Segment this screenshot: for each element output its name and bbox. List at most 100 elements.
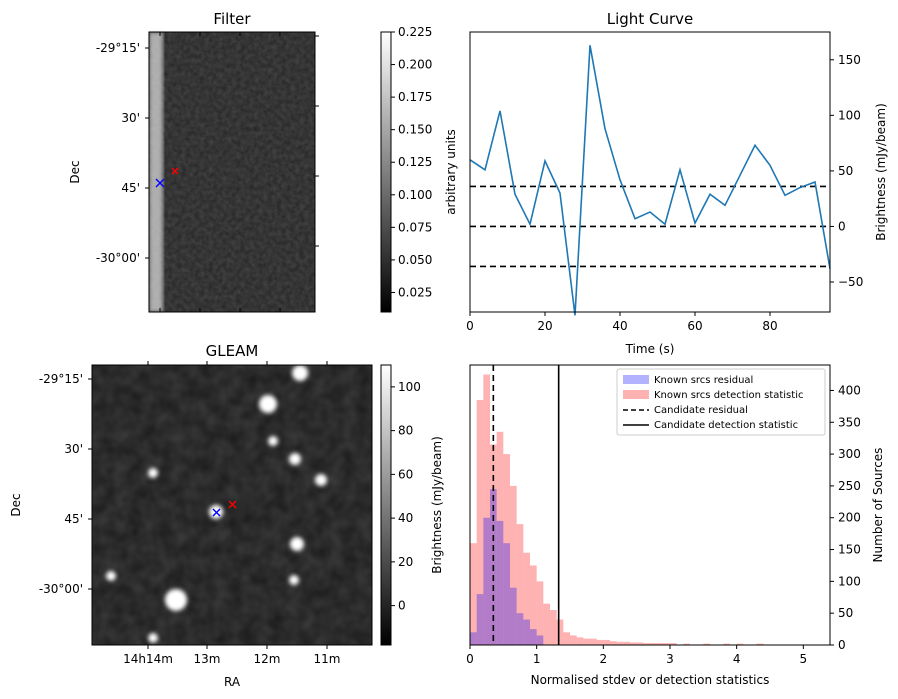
histogram-frame: [469, 364, 831, 646]
histogram-bar: [643, 643, 650, 645]
gleam-x-tick-label: 12m: [254, 652, 281, 666]
light-curve-panel: Light Curve 0 20 40 60 80 150 100 50 0 −50 Time …: [466, 10, 888, 356]
light-curve-x-tick-label: 80: [762, 319, 777, 333]
histogram-bar: [636, 642, 644, 645]
filter-y-tick-label: 30': [121, 111, 140, 125]
colorbar-tick-label: 0.100: [398, 188, 432, 202]
filter-colorbar-gradient: [380, 31, 392, 313]
histogram-bar: [516, 613, 524, 645]
gleam-source: [106, 571, 116, 581]
histogram-y-axis-label: Number of Sources: [871, 448, 885, 563]
histogram-x-tick-label: 5: [800, 652, 808, 666]
colorbar-tick-label: 0.125: [398, 155, 432, 169]
histogram-bar: [523, 619, 530, 645]
colorbar-tick-label: 40: [398, 511, 413, 525]
gleam-x-ticks: 14h14m 13m 12m 11m: [123, 361, 340, 666]
colorbar-tick-label: 60: [398, 467, 413, 481]
histogram-bar: [510, 485, 517, 645]
histogram-x-axis-label: Normalised stdev or detection statistics: [531, 673, 770, 687]
gleam-source: [289, 575, 299, 585]
histogram-bar: [596, 639, 604, 645]
histogram-x-tick-label: 1: [533, 652, 541, 666]
light-curve-x-tick-label: 20: [537, 319, 552, 333]
gleam-source: [290, 537, 304, 551]
light-curve-x-tick-label: 60: [687, 319, 702, 333]
light-curve-x-tick-label: 40: [612, 319, 627, 333]
histogram-bar: [550, 610, 557, 645]
histogram-bar: [543, 603, 550, 645]
histogram-y-tick-label: 50: [838, 606, 853, 620]
light-curve-y-tick-label: 50: [838, 164, 853, 178]
colorbar-tick-label: 0.050: [398, 253, 432, 267]
light-curve-y-ticks: 150 100 50 0 −50: [830, 53, 863, 289]
histogram-y-ticks: 400 350 300 250 200 150 100 50 0: [830, 383, 861, 652]
colorbar-tick-label: 0.150: [398, 123, 432, 137]
filter-frame: [148, 31, 316, 313]
histogram-bar: [523, 552, 530, 645]
histogram-bar: [616, 641, 624, 645]
gleam-colorbar-gradient: [380, 364, 392, 646]
gleam-source: [315, 474, 327, 486]
filter-x-ticks: [159, 32, 319, 312]
gleam-frame: [91, 364, 373, 646]
legend-swatch-detection: [623, 390, 649, 399]
histogram-bar: [530, 629, 537, 645]
histogram-panel: 0 1 2 3 4 5 400 350 300 250 200 150 100 50 0 Normalis…: [466, 364, 885, 687]
light-curve-y-tick-label: 100: [838, 108, 861, 122]
histogram-bar: [603, 639, 610, 645]
colorbar-tick-label: 0.075: [398, 220, 432, 234]
filter-y-ticks: -29°15' 30' 45' -30°00': [96, 41, 149, 265]
histogram-y-tick-label: 350: [838, 415, 861, 429]
gleam-source: [292, 365, 308, 381]
light-curve-frame: [469, 31, 831, 313]
gleam-x-tick-label: 13m: [194, 652, 221, 666]
filter-marker-red: [171, 167, 179, 175]
colorbar-tick-label: 20: [398, 555, 413, 569]
colorbar-tick-label: 0: [398, 599, 406, 613]
histogram-bar: [510, 587, 517, 645]
gleam-x-tick-label: 11m: [314, 652, 341, 666]
histogram-bar: [656, 643, 664, 645]
histogram-legend: Known srcs residual Known srcs detection…: [616, 368, 826, 436]
legend-swatch-residual: [623, 375, 649, 384]
filter-colorbar-ticks: 0.225 0.200 0.175 0.150 0.125 0.100 0.075 0.050…: [391, 25, 432, 299]
gleam-y-tick-label: 45': [64, 512, 83, 526]
gleam-y-tick-label: -30°00': [39, 582, 83, 596]
light-curve-x-ticks: 0 20 40 60 80: [466, 312, 778, 333]
gleam-x-axis-label: RA: [224, 675, 241, 689]
histogram-bar: [683, 643, 690, 645]
histogram-bar: [663, 643, 670, 645]
gleam-colorbar-ticks: 100 80 60 40 20 0: [391, 380, 421, 613]
light-curve-y-tick-label: 0: [838, 219, 846, 233]
histogram-y-tick-label: 300: [838, 447, 861, 461]
histogram-bar: [756, 643, 764, 645]
histogram-bar: [530, 565, 537, 645]
gleam-source: [259, 395, 277, 413]
colorbar-tick-label: 0.225: [398, 25, 432, 39]
light-curve-x-tick-label: 0: [466, 319, 474, 333]
histogram-bar: [536, 581, 544, 645]
histogram-bar: [736, 643, 744, 645]
gleam-source: [289, 453, 301, 465]
histogram-y-tick-label: 200: [838, 511, 861, 525]
filter-y-tick-label: -29°15': [96, 41, 140, 55]
filter-bright-edge: [149, 32, 163, 312]
gleam-panel: GLEAM 14h14m 13m 12m 11m: [9, 342, 373, 689]
histogram-bar: [490, 444, 497, 645]
histogram-bar: [570, 635, 577, 645]
filter-colorbar-label: arbitrary units: [444, 129, 458, 215]
legend-label-residual: Known srcs residual: [654, 375, 753, 386]
histogram-bar: [610, 641, 617, 645]
histogram-bar: [556, 619, 564, 645]
histogram-bar: [476, 594, 484, 645]
gleam-y-axis-label: Dec: [9, 493, 23, 516]
gleam-marker-red: [228, 500, 237, 509]
colorbar-tick-label: 0.200: [398, 58, 432, 72]
histogram-bar: [476, 400, 484, 645]
histogram-bar: [563, 632, 570, 645]
histogram-bar: [576, 637, 584, 645]
gleam-x-tick-label: 14h14m: [123, 652, 173, 666]
histogram-y-tick-label: 0: [838, 638, 846, 652]
histogram-x-ticks: 0 1 2 3 4 5: [466, 645, 807, 666]
